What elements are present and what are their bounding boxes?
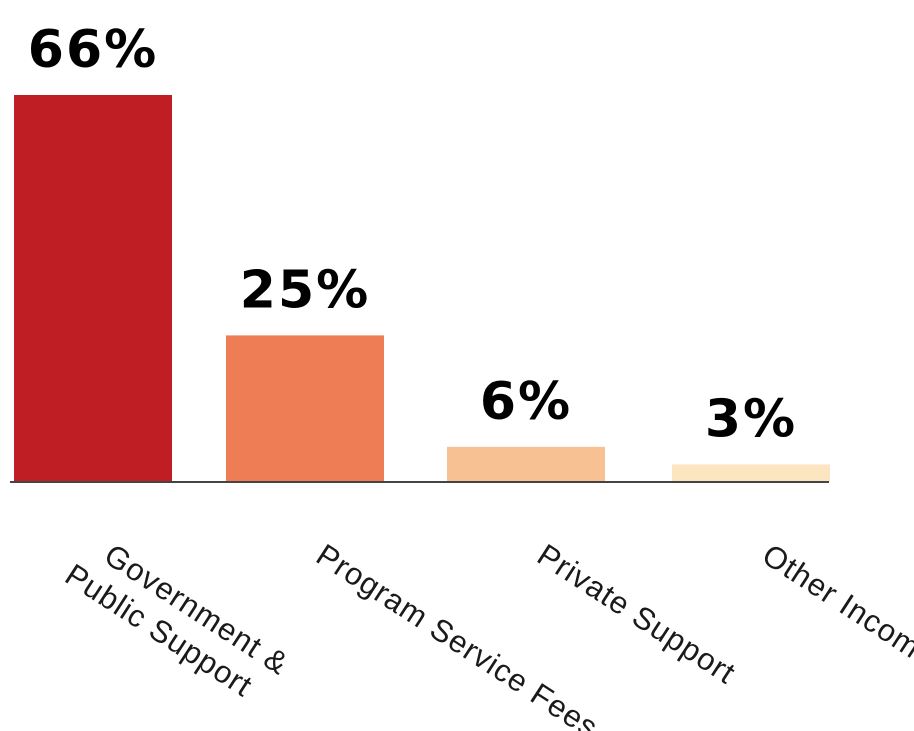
bar-4 xyxy=(672,464,830,482)
bar-1 xyxy=(14,95,172,482)
category-label-4: Other Income xyxy=(756,537,914,675)
bar-2 xyxy=(226,335,384,482)
category-label-1: Government &Public Support xyxy=(59,537,295,704)
bar-3 xyxy=(447,446,605,482)
value-label-2: 25% xyxy=(240,260,370,320)
value-labels-group: 66% 25% 6% 3% xyxy=(28,20,797,449)
category-label-4-line-1: Other Income xyxy=(756,537,914,675)
value-label-4: 3% xyxy=(705,389,797,449)
category-labels-group: Government &Public Support Program Servic… xyxy=(59,537,914,731)
value-label-3: 6% xyxy=(480,372,572,432)
category-label-3: Private Support xyxy=(531,537,742,691)
value-label-1: 66% xyxy=(28,20,158,80)
category-label-3-line-1: Private Support xyxy=(531,537,742,691)
bars-group xyxy=(14,95,830,482)
